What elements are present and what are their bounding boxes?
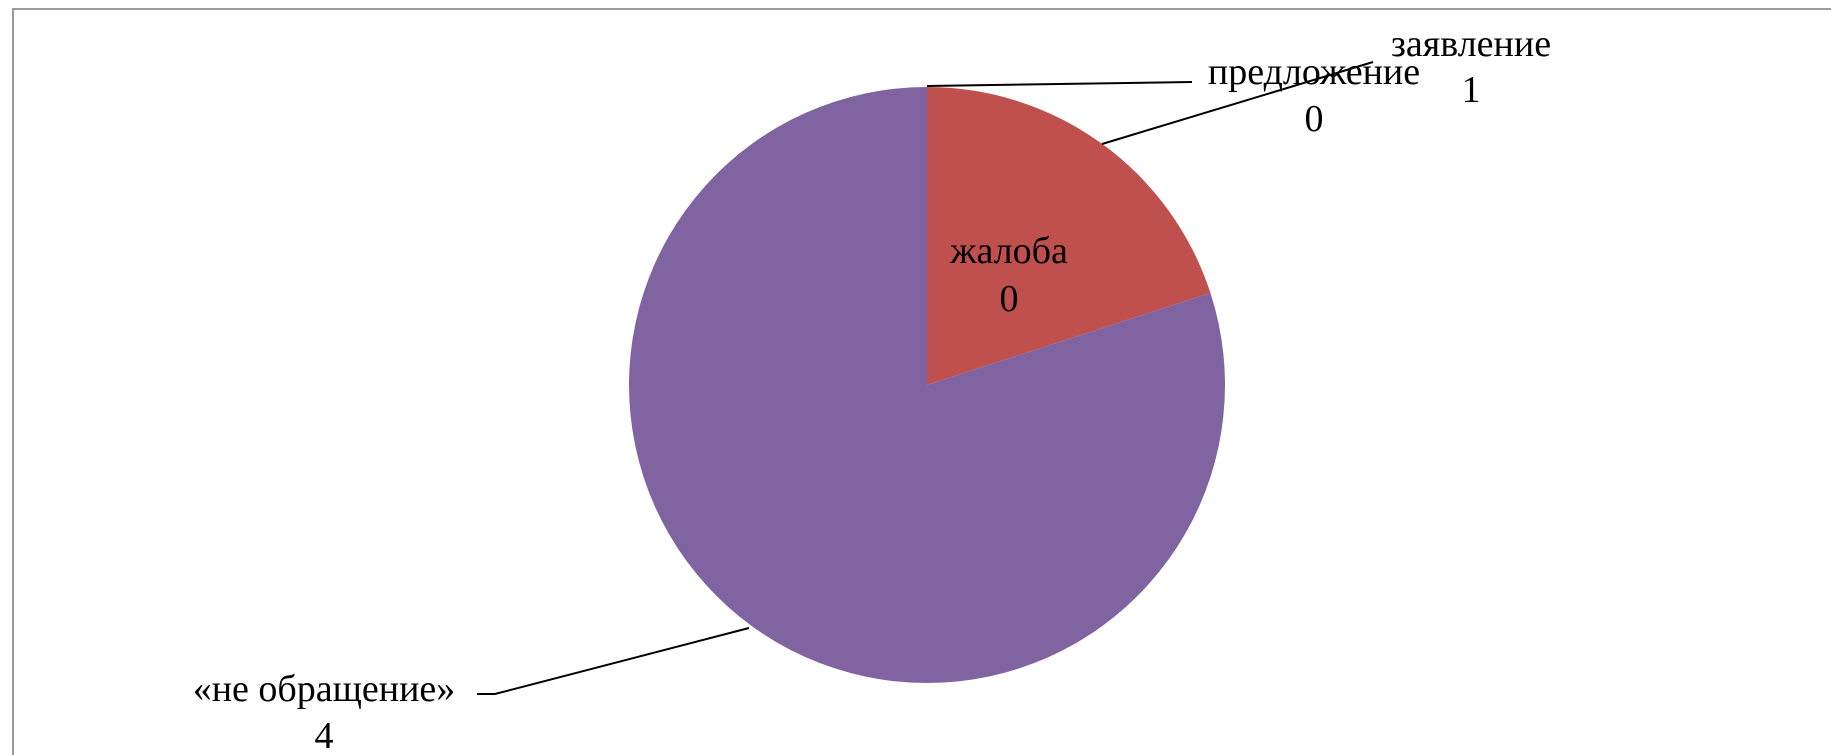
leader-lines — [477, 61, 1374, 695]
slice-label-name-ne-obrashchenie: «не обращение» — [193, 668, 456, 710]
pie-slices — [629, 87, 1225, 683]
pie-slice-2 — [927, 87, 1211, 385]
slice-label-value-ne-obrashchenie: 4 — [315, 715, 334, 755]
leader-line-zayavlenie — [1101, 61, 1374, 145]
chart-frame — [12, 8, 1831, 755]
slice-label-name-zhaloba: жалоба — [949, 230, 1068, 272]
slice-label-value-predlozhenie: 0 — [1305, 98, 1324, 140]
slice-label-value-zhaloba: 0 — [1000, 278, 1019, 320]
leader-line-ne-obrashchenie — [477, 627, 750, 695]
slice-label-name-predlozhenie: предложение — [1208, 51, 1420, 93]
slice-label-value-zayavlenie: 1 — [1462, 69, 1481, 111]
slice-label-name-zayavlenie: заявление — [1391, 23, 1551, 65]
pie-slice-4 — [629, 87, 1225, 683]
leader-line-predlozhenie — [926, 81, 1193, 87]
